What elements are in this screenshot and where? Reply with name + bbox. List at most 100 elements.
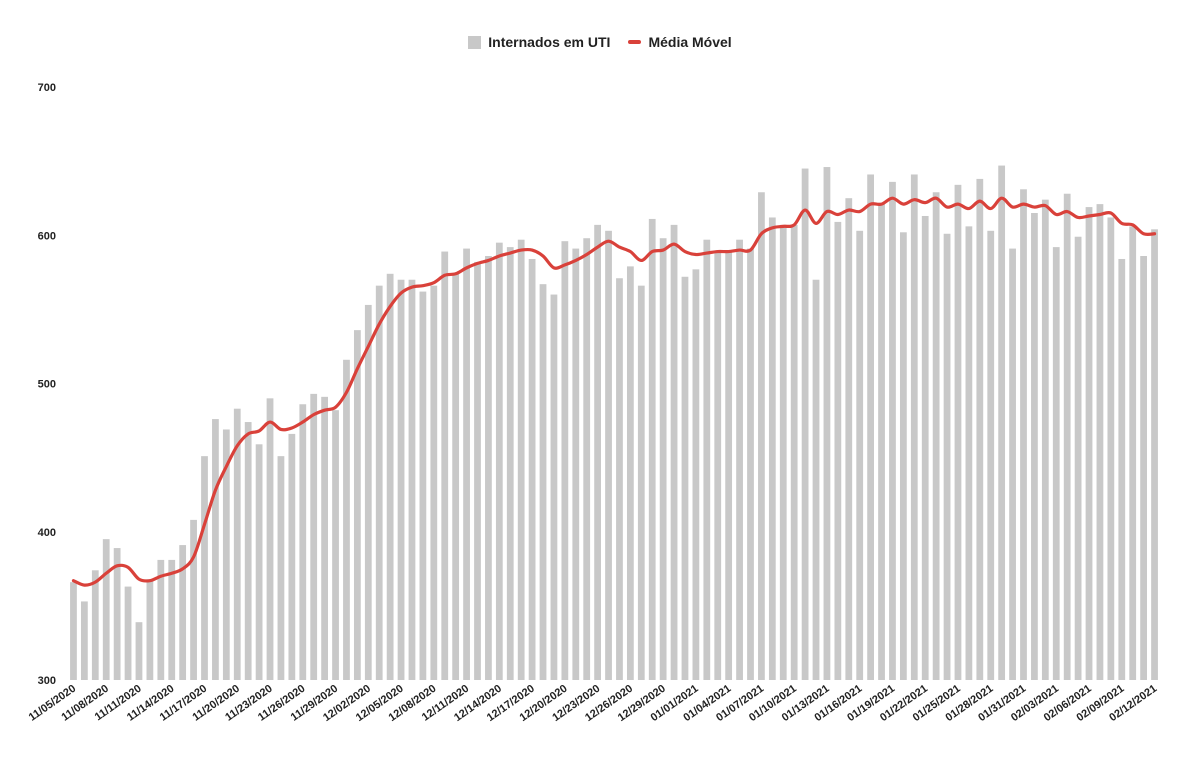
bar-12/07/2020 (419, 291, 427, 680)
bar-12/26/2020 (626, 266, 634, 680)
bar-12/06/2020 (408, 279, 416, 680)
bar-12/09/2020 (441, 251, 449, 680)
bar-01/26/2021 (965, 226, 973, 681)
bar-02/02/2021 (1041, 199, 1049, 681)
bar-01/21/2021 (910, 174, 918, 680)
bar-11/27/2020 (310, 393, 318, 680)
bar-02/05/2021 (1074, 236, 1082, 681)
bar-11/30/2020 (343, 359, 350, 680)
bar-11/11/2020 (135, 622, 143, 680)
y-axis: 300 400 500 600 700 (38, 82, 56, 687)
bar-01/04/2021 (725, 250, 733, 680)
bar-12/05/2020 (397, 279, 405, 680)
chart-legend: Internados em UTI Média Móvel (0, 34, 1200, 50)
bar-12/12/2020 (474, 261, 481, 680)
bar-11/18/2020 (212, 419, 219, 680)
bar-11/09/2020 (113, 548, 121, 680)
bar-11/07/2020 (91, 570, 99, 680)
bar-12/04/2020 (386, 273, 394, 680)
bar-01/11/2021 (801, 168, 809, 681)
bar-01/03/2021 (714, 251, 722, 680)
bar-01/16/2021 (856, 230, 864, 681)
bar-11/23/2020 (266, 398, 274, 680)
bar-11/21/2020 (244, 422, 252, 680)
bar-02/03/2021 (1052, 247, 1060, 681)
legend-item-bars: Internados em UTI (468, 34, 610, 50)
bar-02/04/2021 (1063, 193, 1071, 681)
bar-11/15/2020 (179, 545, 187, 680)
bar-11/10/2020 (124, 586, 132, 680)
bar-11/08/2020 (102, 539, 110, 680)
bar-02/08/2021 (1107, 217, 1115, 680)
bar-01/18/2021 (878, 202, 885, 680)
bar-11/17/2020 (201, 456, 208, 680)
bar-01/19/2021 (889, 181, 896, 680)
bar-02/06/2021 (1085, 207, 1093, 680)
bar-11/20/2020 (233, 408, 241, 680)
bar-11/14/2020 (168, 559, 176, 680)
bar-02/12/2021 (1151, 229, 1158, 680)
bar-11/25/2020 (288, 433, 296, 680)
bar-02/10/2021 (1129, 226, 1137, 681)
bar-12/25/2020 (616, 278, 623, 680)
bar-12/29/2020 (659, 238, 667, 680)
bar-12/16/2020 (517, 239, 525, 680)
bar-12/08/2020 (430, 285, 438, 680)
bar-01/14/2021 (834, 221, 842, 680)
bar-01/15/2021 (845, 198, 853, 680)
legend-label-line: Média Móvel (648, 34, 732, 50)
legend-bar-swatch (468, 35, 482, 49)
bar-01/12/2021 (812, 279, 820, 680)
bar-12/14/2020 (495, 242, 503, 680)
bar-01/08/2021 (768, 217, 776, 680)
bar-01/07/2021 (758, 192, 765, 680)
bar-11/12/2020 (146, 579, 154, 680)
bar-01/17/2021 (867, 174, 874, 680)
bar-12/23/2020 (594, 224, 601, 680)
bar-11/16/2020 (190, 519, 197, 680)
bar-12/27/2020 (637, 285, 645, 680)
bar-01/28/2021 (987, 230, 995, 681)
bar-11/28/2020 (321, 396, 328, 680)
bar-series (70, 165, 1158, 681)
x-axis: 11/05/202011/08/202011/11/202011/14/2020… (27, 683, 1160, 724)
bar-12/13/2020 (485, 256, 492, 680)
bar-12/02/2020 (364, 304, 372, 680)
bar-12/22/2020 (583, 238, 591, 680)
bar-01/06/2021 (747, 248, 754, 680)
bar-12/21/2020 (572, 248, 580, 680)
bar-11/19/2020 (222, 429, 230, 680)
bar-02/09/2021 (1118, 258, 1126, 680)
bar-02/11/2021 (1140, 256, 1147, 680)
bar-01/22/2021 (921, 215, 929, 681)
bar-12/01/2020 (353, 330, 361, 680)
bar-01/20/2021 (899, 232, 907, 681)
bar-02/07/2021 (1096, 204, 1104, 680)
y-tick-label: 600 (38, 230, 56, 242)
y-tick-label: 400 (38, 527, 56, 539)
bar-11/13/2020 (157, 559, 165, 680)
bar-11/24/2020 (277, 456, 285, 680)
bar-01/24/2021 (943, 233, 951, 680)
bar-12/15/2020 (506, 247, 514, 681)
bar-12/11/2020 (463, 248, 470, 680)
legend-line-swatch (628, 40, 642, 44)
bar-01/31/2021 (1020, 189, 1027, 681)
bar-01/05/2021 (736, 239, 743, 680)
bar-12/24/2020 (605, 230, 612, 681)
bar-11/26/2020 (299, 404, 307, 680)
bar-12/10/2020 (452, 273, 460, 680)
bar-01/27/2021 (976, 178, 984, 681)
bar-01/13/2021 (823, 167, 831, 681)
bar-01/09/2021 (779, 224, 787, 680)
bar-12/28/2020 (648, 218, 656, 680)
legend-item-line: Média Móvel (628, 34, 732, 50)
bar-02/01/2021 (1031, 213, 1038, 680)
bar-12/31/2020 (681, 276, 689, 680)
bar-11/06/2020 (80, 601, 88, 680)
bar-12/18/2020 (539, 284, 547, 680)
bar-12/19/2020 (550, 294, 558, 680)
bar-01/23/2021 (932, 192, 940, 680)
bar-11/05/2020 (70, 582, 77, 680)
